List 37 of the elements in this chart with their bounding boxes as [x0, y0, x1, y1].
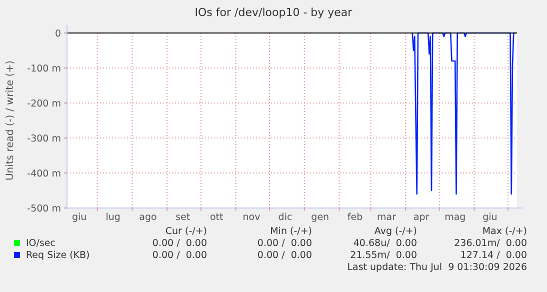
y-tick-label: -400 m — [27, 168, 61, 180]
x-tick-label: mar — [377, 212, 396, 223]
text: Max (-/+) — [482, 226, 527, 237]
text: Avg (-/+) — [374, 226, 417, 237]
y-tick-label: -200 m — [27, 98, 61, 110]
chart-title: IOs for /dev/loop10 - by year — [194, 6, 353, 19]
text: Last update: Thu Jul 9 01:30:09 2026 — [347, 262, 527, 273]
x-tick-label: apr — [413, 212, 430, 223]
text: Min (-/+) — [270, 226, 312, 237]
text: 0.00 / 0.00 — [257, 250, 312, 261]
text: 21.55m/ 0.00 — [350, 250, 417, 261]
text: 127.14 / 0.00 — [460, 250, 527, 261]
x-tick-label: ago — [139, 212, 158, 223]
x-tick-label: lug — [106, 212, 120, 223]
y-tick-label: -100 m — [27, 64, 61, 74]
y-axis-title: Units read (-) / write (+) — [5, 60, 16, 181]
x-tick-label: giu — [482, 212, 498, 223]
x-tick-label: mag — [444, 212, 466, 223]
x-tick-label: ott — [210, 212, 224, 223]
text: Cur (-/+) — [165, 226, 207, 237]
text: 236.01m/ 0.00 — [454, 238, 527, 249]
y-tick-label: -300 m — [27, 134, 61, 144]
text: 40.68u/ 0.00 — [353, 238, 417, 249]
legend-label: IO/sec — [26, 238, 56, 249]
line-series — [412, 32, 517, 195]
text: 0.00 / 0.00 — [152, 250, 207, 261]
x-tick-label: feb — [347, 212, 363, 223]
x-tick-label: set — [176, 212, 190, 223]
y-tick-label: 0 — [54, 28, 61, 40]
legend-label: Req Size (KB) — [26, 250, 90, 261]
y-tick-label: -500 m — [27, 204, 61, 214]
x-tick-label: nov — [242, 212, 261, 223]
x-tick-label: dic — [278, 212, 292, 223]
text: 0.00 / 0.00 — [152, 238, 207, 249]
text: 0.00 / 0.00 — [257, 238, 312, 249]
x-tick-label: gen — [311, 212, 330, 223]
x-tick-label: giu — [72, 212, 87, 223]
